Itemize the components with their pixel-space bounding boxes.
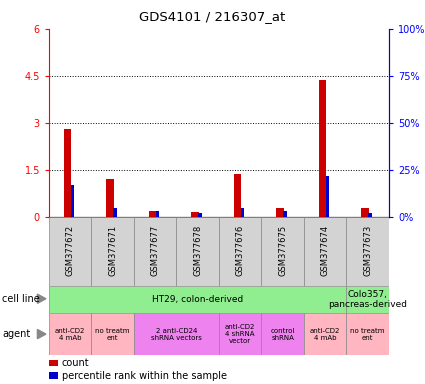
Bar: [346, 217, 389, 286]
Bar: [304, 313, 346, 355]
Text: HT29, colon-derived: HT29, colon-derived: [152, 295, 243, 304]
Bar: [368, 213, 372, 217]
Bar: [219, 217, 261, 286]
Text: GSM377673: GSM377673: [363, 225, 372, 276]
Text: anti-CD2
4 mAb: anti-CD2 4 mAb: [55, 328, 85, 341]
Bar: [156, 211, 159, 217]
Text: control
shRNA: control shRNA: [270, 328, 295, 341]
Bar: [191, 212, 199, 217]
Bar: [106, 179, 114, 217]
Bar: [113, 208, 117, 217]
Bar: [198, 213, 202, 217]
Text: anti-CD2
4 shRNA
vector: anti-CD2 4 shRNA vector: [225, 324, 255, 344]
Bar: [326, 175, 329, 217]
Text: GSM377678: GSM377678: [193, 225, 202, 276]
Bar: [304, 217, 346, 286]
Bar: [91, 217, 134, 286]
Text: GDS4101 / 216307_at: GDS4101 / 216307_at: [139, 10, 286, 23]
Text: percentile rank within the sample: percentile rank within the sample: [62, 371, 227, 381]
Bar: [283, 211, 287, 217]
Bar: [261, 217, 304, 286]
Bar: [241, 208, 244, 217]
Text: anti-CD2
4 mAb: anti-CD2 4 mAb: [310, 328, 340, 341]
Bar: [176, 217, 219, 286]
Bar: [361, 208, 369, 217]
Bar: [319, 79, 326, 217]
Text: cell line: cell line: [2, 294, 40, 304]
Bar: [234, 174, 241, 217]
Text: GSM377675: GSM377675: [278, 225, 287, 276]
Text: GSM377671: GSM377671: [108, 225, 117, 276]
Text: GSM377677: GSM377677: [150, 225, 160, 276]
Text: agent: agent: [2, 329, 30, 339]
Bar: [64, 129, 71, 217]
Text: GSM377676: GSM377676: [235, 225, 245, 276]
Text: no treatm
ent: no treatm ent: [350, 328, 385, 341]
Bar: [346, 313, 389, 355]
Text: GSM377674: GSM377674: [320, 225, 330, 276]
Bar: [71, 185, 74, 217]
Polygon shape: [37, 329, 46, 339]
Bar: [49, 286, 346, 313]
Bar: [134, 313, 219, 355]
Bar: [91, 313, 134, 355]
Text: Colo357,
pancreas-derived: Colo357, pancreas-derived: [328, 290, 407, 309]
Polygon shape: [37, 294, 46, 303]
Text: GSM377672: GSM377672: [65, 225, 75, 276]
Bar: [276, 209, 284, 217]
Bar: [49, 217, 91, 286]
Bar: [346, 286, 389, 313]
Bar: [134, 217, 176, 286]
Bar: [261, 313, 304, 355]
Bar: [149, 211, 156, 217]
Text: no treatm
ent: no treatm ent: [95, 328, 130, 341]
Text: count: count: [62, 358, 89, 368]
Bar: [49, 313, 91, 355]
Bar: [219, 313, 261, 355]
Text: 2 anti-CD24
shRNA vectors: 2 anti-CD24 shRNA vectors: [151, 328, 202, 341]
